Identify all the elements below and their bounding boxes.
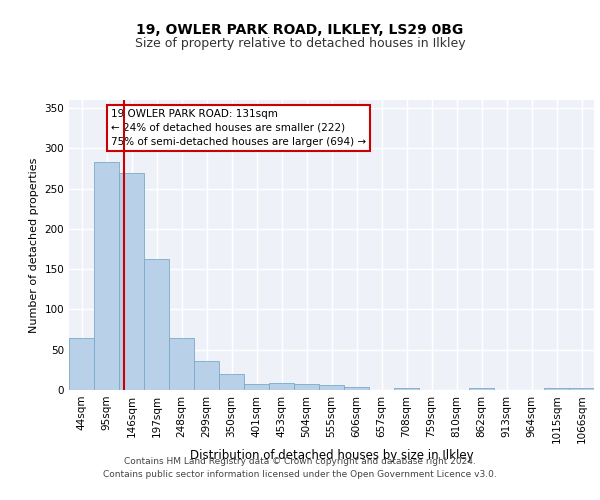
Bar: [294, 384, 319, 390]
Text: 19, OWLER PARK ROAD, ILKLEY, LS29 0BG: 19, OWLER PARK ROAD, ILKLEY, LS29 0BG: [136, 22, 464, 36]
Bar: [544, 388, 569, 390]
Bar: [94, 162, 119, 390]
Bar: [569, 388, 594, 390]
Text: 19 OWLER PARK ROAD: 131sqm
← 24% of detached houses are smaller (222)
75% of sem: 19 OWLER PARK ROAD: 131sqm ← 24% of deta…: [111, 108, 366, 146]
Bar: [194, 361, 219, 390]
Bar: [169, 338, 194, 390]
Bar: [119, 172, 144, 390]
Bar: [144, 258, 169, 390]
Bar: [244, 384, 269, 390]
Bar: [344, 387, 369, 390]
Bar: [219, 374, 244, 390]
Y-axis label: Number of detached properties: Number of detached properties: [29, 158, 39, 332]
Text: Size of property relative to detached houses in Ilkley: Size of property relative to detached ho…: [134, 38, 466, 51]
Text: Contains public sector information licensed under the Open Government Licence v3: Contains public sector information licen…: [103, 470, 497, 479]
X-axis label: Distribution of detached houses by size in Ilkley: Distribution of detached houses by size …: [190, 449, 473, 462]
Bar: [394, 388, 419, 390]
Bar: [319, 385, 344, 390]
Bar: [269, 383, 294, 390]
Bar: [69, 338, 94, 390]
Bar: [469, 388, 494, 390]
Text: Contains HM Land Registry data © Crown copyright and database right 2024.: Contains HM Land Registry data © Crown c…: [124, 458, 476, 466]
